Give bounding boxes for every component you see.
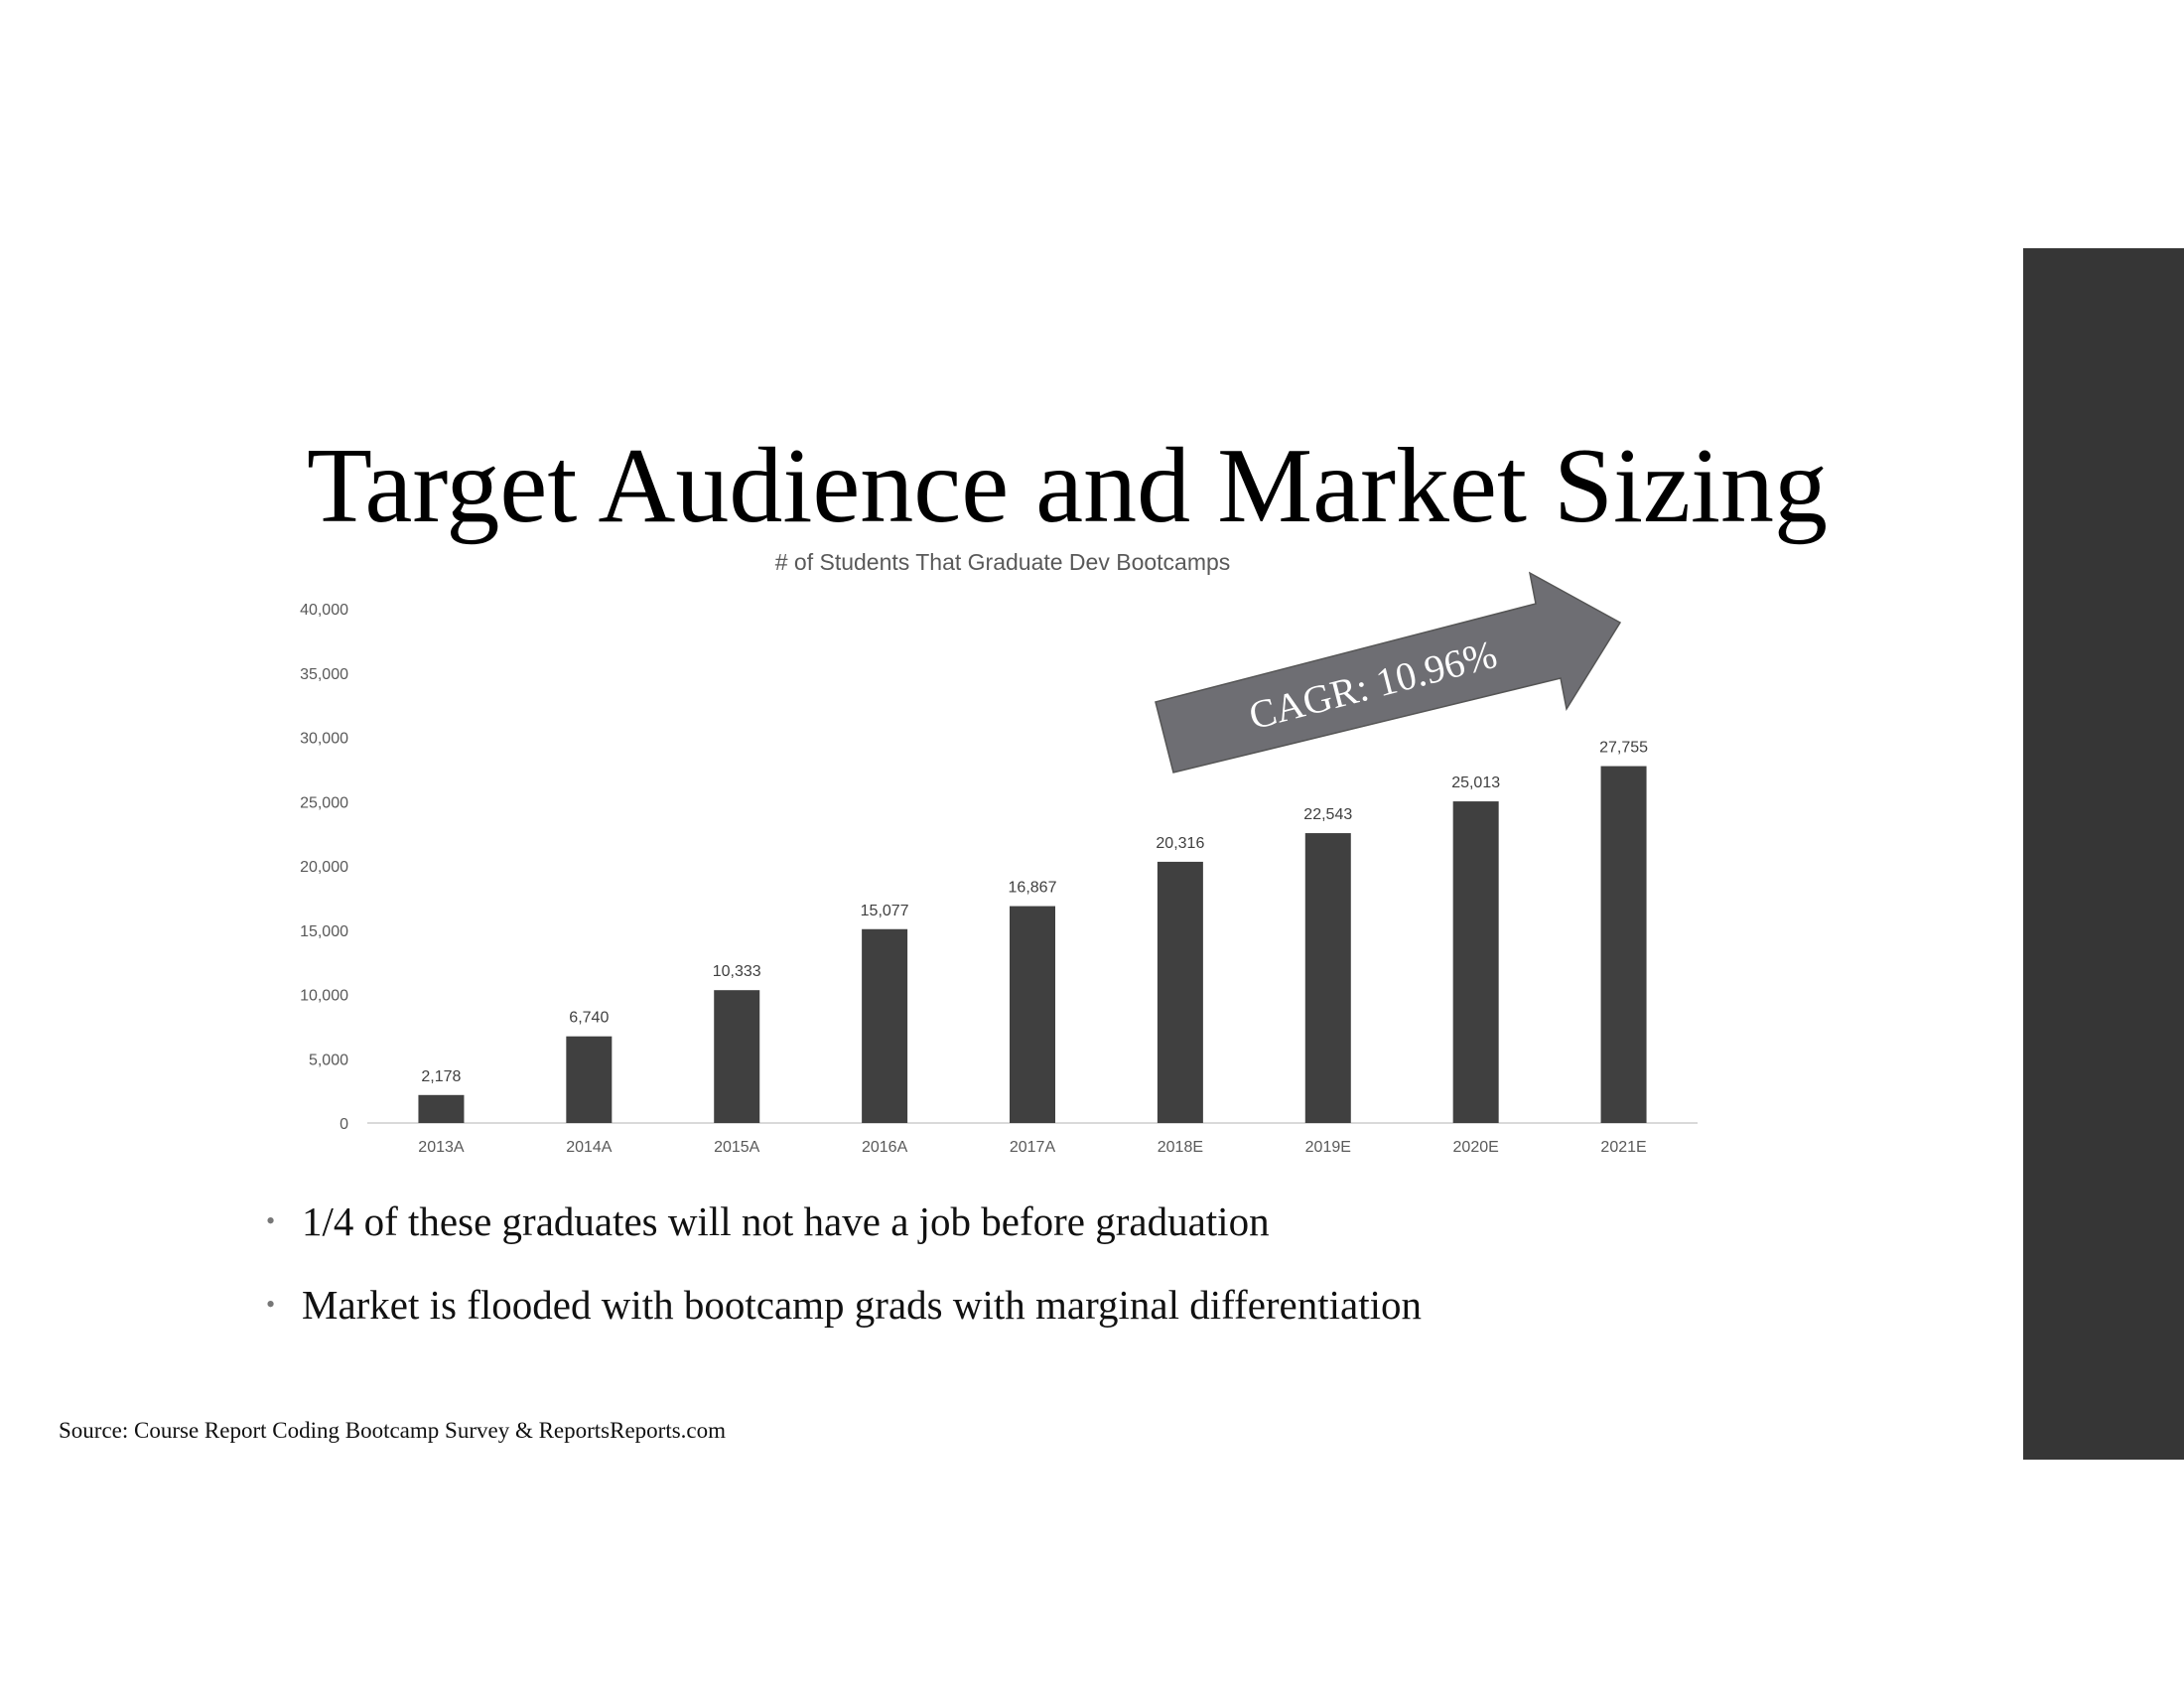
x-tick-label: 2020E: [1453, 1139, 1499, 1156]
bar: [418, 1095, 464, 1123]
y-axis: 0 5,000 10,000 15,000 20,000 25,000 30,000 35,0…: [300, 602, 348, 1133]
bar: [1601, 767, 1647, 1123]
x-tick-label: 2013A: [418, 1139, 465, 1156]
bar-chart: # of Students That Graduate Dev Bootcamp…: [0, 536, 1747, 1172]
bullet-item: • Market is flooded with bootcamp grads …: [266, 1280, 1422, 1363]
slide-title: Target Audience and Market Sizing: [0, 427, 2134, 546]
x-tick-label: 2017A: [1010, 1139, 1056, 1156]
x-tick-label: 2014A: [566, 1139, 613, 1156]
bar: [566, 1037, 612, 1123]
bar: [1305, 833, 1351, 1123]
bullet-dot-icon: •: [266, 1280, 275, 1330]
chart-title: # of Students That Graduate Dev Bootcamp…: [775, 549, 1231, 575]
x-tick-label: 2016A: [862, 1139, 908, 1156]
bar-value-label: 6,740: [569, 1010, 609, 1027]
bar-value-label: 20,316: [1156, 835, 1204, 852]
y-tick-label: 15,000: [300, 923, 348, 940]
source-note: Source: Course Report Coding Bootcamp Su…: [59, 1418, 726, 1444]
bar: [862, 929, 907, 1123]
bullet-text: Market is flooded with bootcamp grads wi…: [302, 1282, 1422, 1328]
x-tick-label: 2018E: [1158, 1139, 1203, 1156]
y-tick-label: 10,000: [300, 988, 348, 1005]
y-tick-label: 25,000: [300, 794, 348, 811]
bar-value-label: 10,333: [713, 963, 761, 980]
bar: [714, 990, 759, 1123]
bar: [1453, 801, 1499, 1123]
bullet-item: • 1/4 of these graduates will not have a…: [266, 1196, 1422, 1280]
y-tick-label: 35,000: [300, 666, 348, 683]
bar-value-label: 22,543: [1303, 806, 1352, 823]
x-axis: 2013A 2014A 2015A 2016A 2017A 2018E 2019E 2020E…: [418, 1139, 1646, 1156]
cagr-arrow: CAGR: 10.96%: [1156, 573, 1620, 773]
x-tick-label: 2021E: [1600, 1139, 1646, 1156]
bars: 2,178 6,740 10,333 15,077 16,867 20,316 22,543…: [418, 740, 1648, 1123]
y-tick-label: 30,000: [300, 731, 348, 748]
bar-value-label: 15,077: [861, 903, 909, 919]
bar-value-label: 2,178: [421, 1068, 461, 1085]
x-tick-label: 2019E: [1305, 1139, 1351, 1156]
bullet-text: 1/4 of these graduates will not have a j…: [302, 1198, 1270, 1244]
bar-value-label: 27,755: [1599, 740, 1648, 757]
bar: [1010, 907, 1055, 1123]
y-tick-label: 0: [340, 1116, 348, 1133]
bar: [1158, 862, 1203, 1123]
bar-value-label: 25,013: [1451, 774, 1500, 791]
x-tick-label: 2015A: [714, 1139, 760, 1156]
y-tick-label: 40,000: [300, 602, 348, 619]
y-tick-label: 5,000: [309, 1052, 348, 1068]
y-tick-label: 20,000: [300, 859, 348, 876]
bullet-dot-icon: •: [266, 1196, 275, 1246]
bullet-list: • 1/4 of these graduates will not have a…: [266, 1196, 1422, 1363]
bar-value-label: 16,867: [1009, 880, 1057, 897]
